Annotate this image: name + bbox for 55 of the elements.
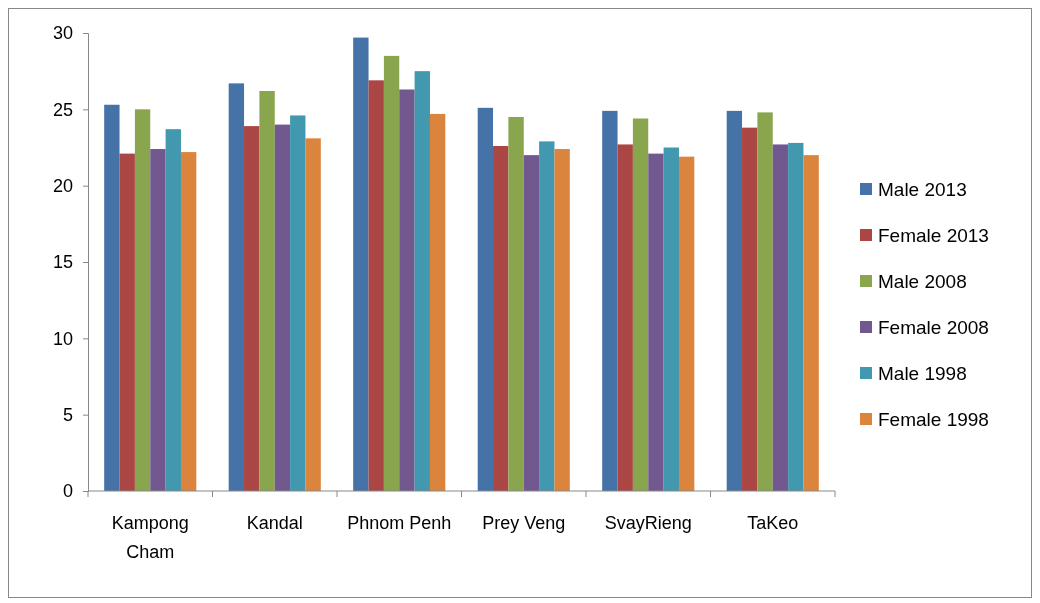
bar [602,110,618,491]
bar [493,145,509,491]
bar [757,112,773,491]
bar [429,113,446,491]
y-tick-label: 10 [52,328,73,349]
bar [663,147,679,491]
bar [726,110,743,491]
bar [617,144,633,491]
bar [368,80,384,491]
x-tick-label: Kampong Cham [111,513,189,562]
y-tick-label: 30 [52,23,73,44]
y-tick-label: 25 [52,99,73,120]
legend-label: Male 2008 [878,271,967,292]
bar [119,153,135,491]
bar [772,144,789,491]
bar [678,156,695,491]
bar [508,116,524,491]
y-tick-label: 20 [52,175,73,196]
bar [632,118,649,491]
bar [414,71,430,491]
bar [305,138,321,491]
x-tick-label: SvayRieng [604,513,692,533]
bar [228,83,245,491]
bar [803,155,819,491]
y-tick-label: 15 [52,252,73,273]
bar [383,55,400,491]
bar [523,155,540,491]
bar [165,129,181,491]
y-tick-label: 0 [62,481,73,502]
x-tick-label: Phnom Penh [347,513,452,533]
bar [742,127,758,491]
bar [648,153,664,491]
x-tick-label: Kandal [246,513,303,533]
x-tick-label: Prey Veng [482,513,566,533]
bar [353,37,369,491]
bar [554,149,570,491]
bar [399,89,415,491]
bar [290,115,306,491]
legend-label: Male 2013 [878,179,967,200]
x-tick-label: TaKeo [747,513,799,533]
bar [259,91,275,491]
bar [539,141,555,491]
legend-label: Female 2013 [878,225,989,246]
bar [788,142,804,491]
y-tick-label: 5 [62,404,73,425]
bar [104,104,120,491]
legend-label: Male 1998 [878,363,967,384]
bar [180,152,197,491]
bar [477,107,494,491]
legend-label: Female 1998 [878,409,989,430]
bar [274,124,291,491]
legend-label: Female 2008 [878,317,989,338]
bar [150,149,166,491]
bar [244,126,260,491]
bar [134,109,151,491]
